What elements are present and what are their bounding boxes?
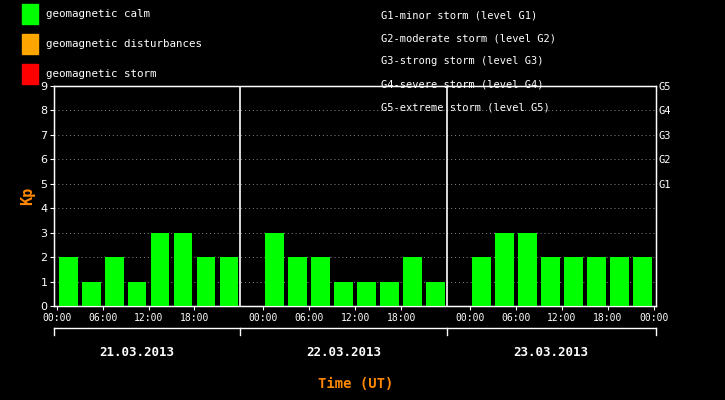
Text: 23.03.2013: 23.03.2013 bbox=[513, 346, 588, 359]
Bar bbox=[220, 257, 239, 306]
Bar bbox=[495, 233, 514, 306]
Bar bbox=[311, 257, 330, 306]
Text: 21.03.2013: 21.03.2013 bbox=[99, 346, 175, 359]
Bar bbox=[357, 282, 376, 306]
Text: geomagnetic calm: geomagnetic calm bbox=[46, 9, 150, 19]
Bar bbox=[173, 233, 192, 306]
Bar bbox=[587, 257, 606, 306]
Text: Time (UT): Time (UT) bbox=[318, 377, 393, 391]
Bar bbox=[518, 233, 537, 306]
Text: G3-strong storm (level G3): G3-strong storm (level G3) bbox=[381, 56, 543, 66]
Bar bbox=[564, 257, 583, 306]
Bar bbox=[289, 257, 307, 306]
Bar bbox=[128, 282, 146, 306]
Text: geomagnetic disturbances: geomagnetic disturbances bbox=[46, 39, 202, 49]
Text: G1-minor storm (level G1): G1-minor storm (level G1) bbox=[381, 10, 537, 20]
Text: geomagnetic storm: geomagnetic storm bbox=[46, 69, 157, 79]
Bar bbox=[633, 257, 652, 306]
Bar bbox=[104, 257, 123, 306]
Bar bbox=[334, 282, 353, 306]
Bar bbox=[403, 257, 422, 306]
Bar bbox=[196, 257, 215, 306]
Bar bbox=[59, 257, 78, 306]
Bar bbox=[82, 282, 101, 306]
Text: 22.03.2013: 22.03.2013 bbox=[306, 346, 381, 359]
Y-axis label: Kp: Kp bbox=[20, 187, 35, 205]
Bar bbox=[381, 282, 399, 306]
Text: G5-extreme storm (level G5): G5-extreme storm (level G5) bbox=[381, 103, 550, 113]
Bar bbox=[472, 257, 491, 306]
Text: G2-moderate storm (level G2): G2-moderate storm (level G2) bbox=[381, 33, 555, 43]
Bar bbox=[265, 233, 284, 306]
Bar bbox=[610, 257, 629, 306]
Text: G4-severe storm (level G4): G4-severe storm (level G4) bbox=[381, 80, 543, 90]
Bar bbox=[151, 233, 170, 306]
Bar bbox=[541, 257, 560, 306]
Bar bbox=[426, 282, 445, 306]
